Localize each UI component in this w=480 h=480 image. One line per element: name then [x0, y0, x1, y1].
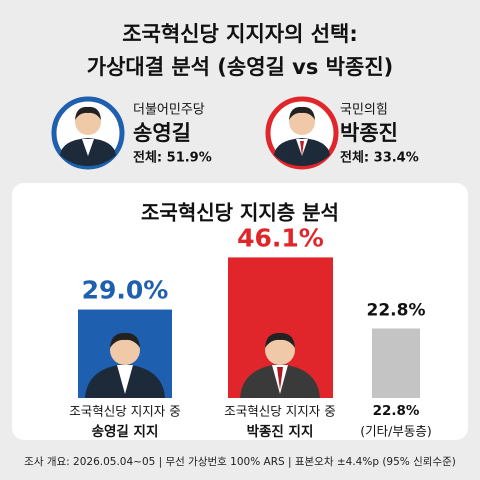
party: 국민의힘: [340, 103, 388, 118]
category-label: 조국혁신당 지지자 중: [224, 404, 335, 419]
value-label: 46.1%: [237, 223, 324, 252]
bar: [372, 328, 420, 398]
portrait: [51, 96, 125, 170]
category-label: 박종진 지지: [247, 423, 314, 440]
value-label: 22.8%: [367, 300, 426, 320]
candidate-name: 박종진: [340, 121, 398, 145]
candidate-name: 송영길: [133, 121, 191, 145]
title: 조국혁신당 지지자의 선택:: [122, 22, 358, 46]
chart-title: 조국혁신당 지지층 분석: [141, 201, 339, 225]
candidate-total: 전체: 33.4%: [340, 150, 419, 166]
portrait: [265, 96, 339, 170]
portraits: [85, 332, 320, 398]
category-label: (기타/부동층): [360, 424, 431, 439]
value-label: 22.8%: [373, 403, 420, 419]
footer: 조사 개요: 2026.05.04~05 | 무선 가상번호 100% ARS …: [24, 456, 456, 468]
title: 가상대결 분석 (송영길 vs 박종진): [87, 55, 393, 79]
category-label: 송영길 지지: [92, 423, 159, 440]
value-label: 29.0%: [82, 276, 169, 305]
party: 더불어민주당: [133, 103, 205, 118]
candidate-total: 전체: 51.9%: [133, 150, 212, 166]
category-label: 조국혁신당 지지자 중: [69, 404, 180, 419]
